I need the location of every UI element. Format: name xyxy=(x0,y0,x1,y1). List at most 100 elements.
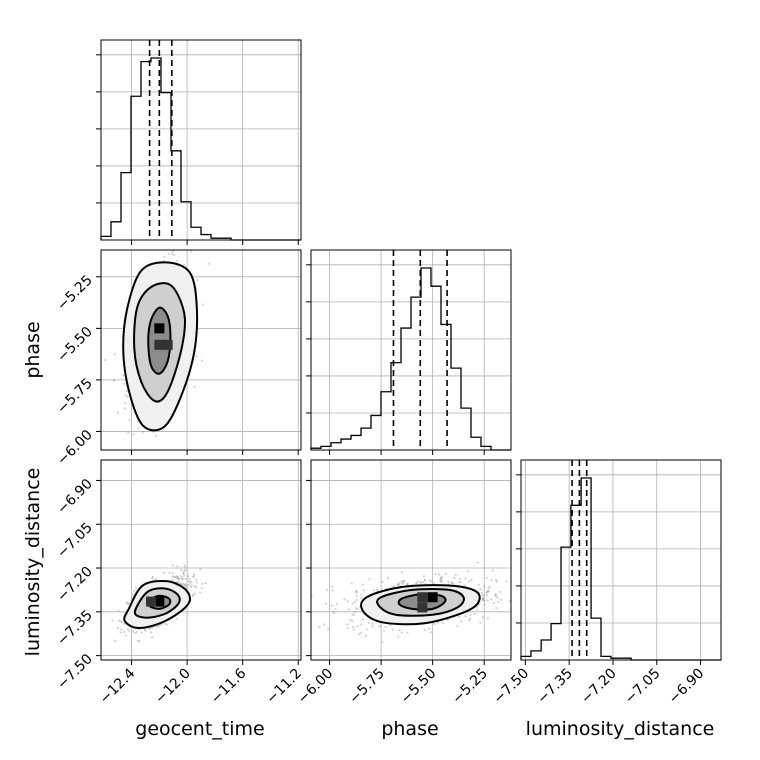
sample-point xyxy=(483,599,486,602)
density-peak-cell xyxy=(146,596,156,607)
sample-point xyxy=(325,588,329,592)
sample-point xyxy=(201,582,204,585)
sample-point xyxy=(163,255,166,258)
sample-point xyxy=(483,593,486,596)
sample-point xyxy=(116,411,120,414)
sample-point xyxy=(182,583,185,586)
sample-point xyxy=(429,631,433,634)
sample-point xyxy=(481,597,484,600)
sample-point xyxy=(126,390,129,393)
sample-point xyxy=(381,581,384,584)
sample-point xyxy=(132,593,135,596)
sample-point xyxy=(160,623,163,627)
sample-point xyxy=(464,615,467,618)
sample-point xyxy=(439,576,443,579)
luminosity-distance-x-tick-label: −7.05 xyxy=(622,666,664,708)
density-luminosity-distance-vs-phase-content xyxy=(311,561,523,644)
sample-point xyxy=(398,584,401,587)
sample-point xyxy=(521,618,523,620)
sample-point xyxy=(352,628,355,631)
sample-point xyxy=(128,630,131,633)
sample-point xyxy=(460,620,463,623)
sample-point xyxy=(439,578,442,581)
sample-point xyxy=(124,402,127,405)
sample-point xyxy=(481,597,485,600)
sample-point xyxy=(398,582,401,585)
sample-point xyxy=(396,583,400,586)
sample-point xyxy=(356,607,359,611)
sample-point xyxy=(191,594,194,597)
sample-point xyxy=(189,585,192,588)
sample-point xyxy=(113,378,116,382)
hist-luminosity-distance-step-line xyxy=(520,477,721,661)
sample-point xyxy=(485,591,488,594)
sample-point xyxy=(447,580,450,583)
sample-point xyxy=(176,577,179,580)
sample-point xyxy=(482,597,485,601)
sample-point xyxy=(480,591,483,595)
sample-point xyxy=(368,578,371,581)
density-luminosity-distance-vs-geocent-time-frame xyxy=(100,459,302,661)
phase-x-tick-label: −5.75 xyxy=(346,666,388,708)
sample-point xyxy=(392,584,395,587)
sample-point xyxy=(469,617,472,620)
sample-point xyxy=(467,570,470,573)
luminosity-distance-x-tick-label: −7.50 xyxy=(491,666,533,708)
sample-point xyxy=(181,577,184,580)
density-peak-cell xyxy=(427,592,438,603)
density-luminosity-distance-vs-phase-frame xyxy=(310,459,512,661)
sample-point xyxy=(132,433,135,436)
density-phase-vs-geocent-time-panel: −6.00 −5.75 −5.50 −5.25 xyxy=(54,249,302,469)
sample-point xyxy=(403,579,406,582)
sample-point xyxy=(459,580,462,583)
sample-point xyxy=(126,601,129,605)
sample-point xyxy=(351,619,354,623)
sample-point xyxy=(198,591,202,594)
sample-point xyxy=(518,602,520,604)
x-axis-label-luminosity-distance: luminosity_distance xyxy=(526,718,715,740)
phase-y-tick-label: −5.50 xyxy=(54,324,96,366)
sample-point xyxy=(184,583,188,587)
sample-point xyxy=(182,572,185,575)
sample-point xyxy=(140,631,144,634)
sample-point xyxy=(430,580,433,583)
sample-point xyxy=(494,594,497,598)
sample-point xyxy=(127,431,130,434)
x-axis-label-phase: phase xyxy=(381,718,438,740)
sample-point xyxy=(183,263,186,266)
sample-point xyxy=(428,579,431,582)
sample-point xyxy=(190,584,193,587)
luminosity-distance-y-tick-label: −7.20 xyxy=(54,564,96,606)
sample-point xyxy=(476,608,479,611)
sample-point xyxy=(396,583,399,586)
sample-point xyxy=(135,586,138,589)
sample-point xyxy=(176,580,180,583)
sample-point xyxy=(382,630,385,633)
hist-geocent-time-frame xyxy=(100,39,302,241)
sample-point xyxy=(176,575,179,578)
sample-point xyxy=(334,608,337,611)
sample-point xyxy=(491,569,494,572)
sample-point xyxy=(170,252,174,255)
sample-point xyxy=(180,575,183,578)
sample-point xyxy=(346,623,349,626)
sample-point xyxy=(459,577,462,581)
sample-point xyxy=(112,379,115,382)
sample-point xyxy=(464,577,467,580)
sample-point xyxy=(361,618,365,621)
sample-point xyxy=(124,634,127,637)
density-peak-cell xyxy=(154,339,165,350)
sample-point xyxy=(440,579,443,582)
sample-point xyxy=(355,591,358,594)
sample-point xyxy=(120,628,123,631)
sample-point xyxy=(195,355,198,358)
sample-point xyxy=(479,587,482,591)
sample-point xyxy=(372,589,375,592)
phase-x-tick-label: −6.00 xyxy=(295,666,337,708)
y-axis-label-luminosity-distance: luminosity_distance xyxy=(22,468,44,657)
luminosity-distance-y-tick-label: −6.90 xyxy=(54,476,96,518)
sample-point xyxy=(154,577,157,580)
sample-point xyxy=(468,580,471,583)
sample-point xyxy=(200,587,203,590)
sample-point xyxy=(359,596,363,599)
